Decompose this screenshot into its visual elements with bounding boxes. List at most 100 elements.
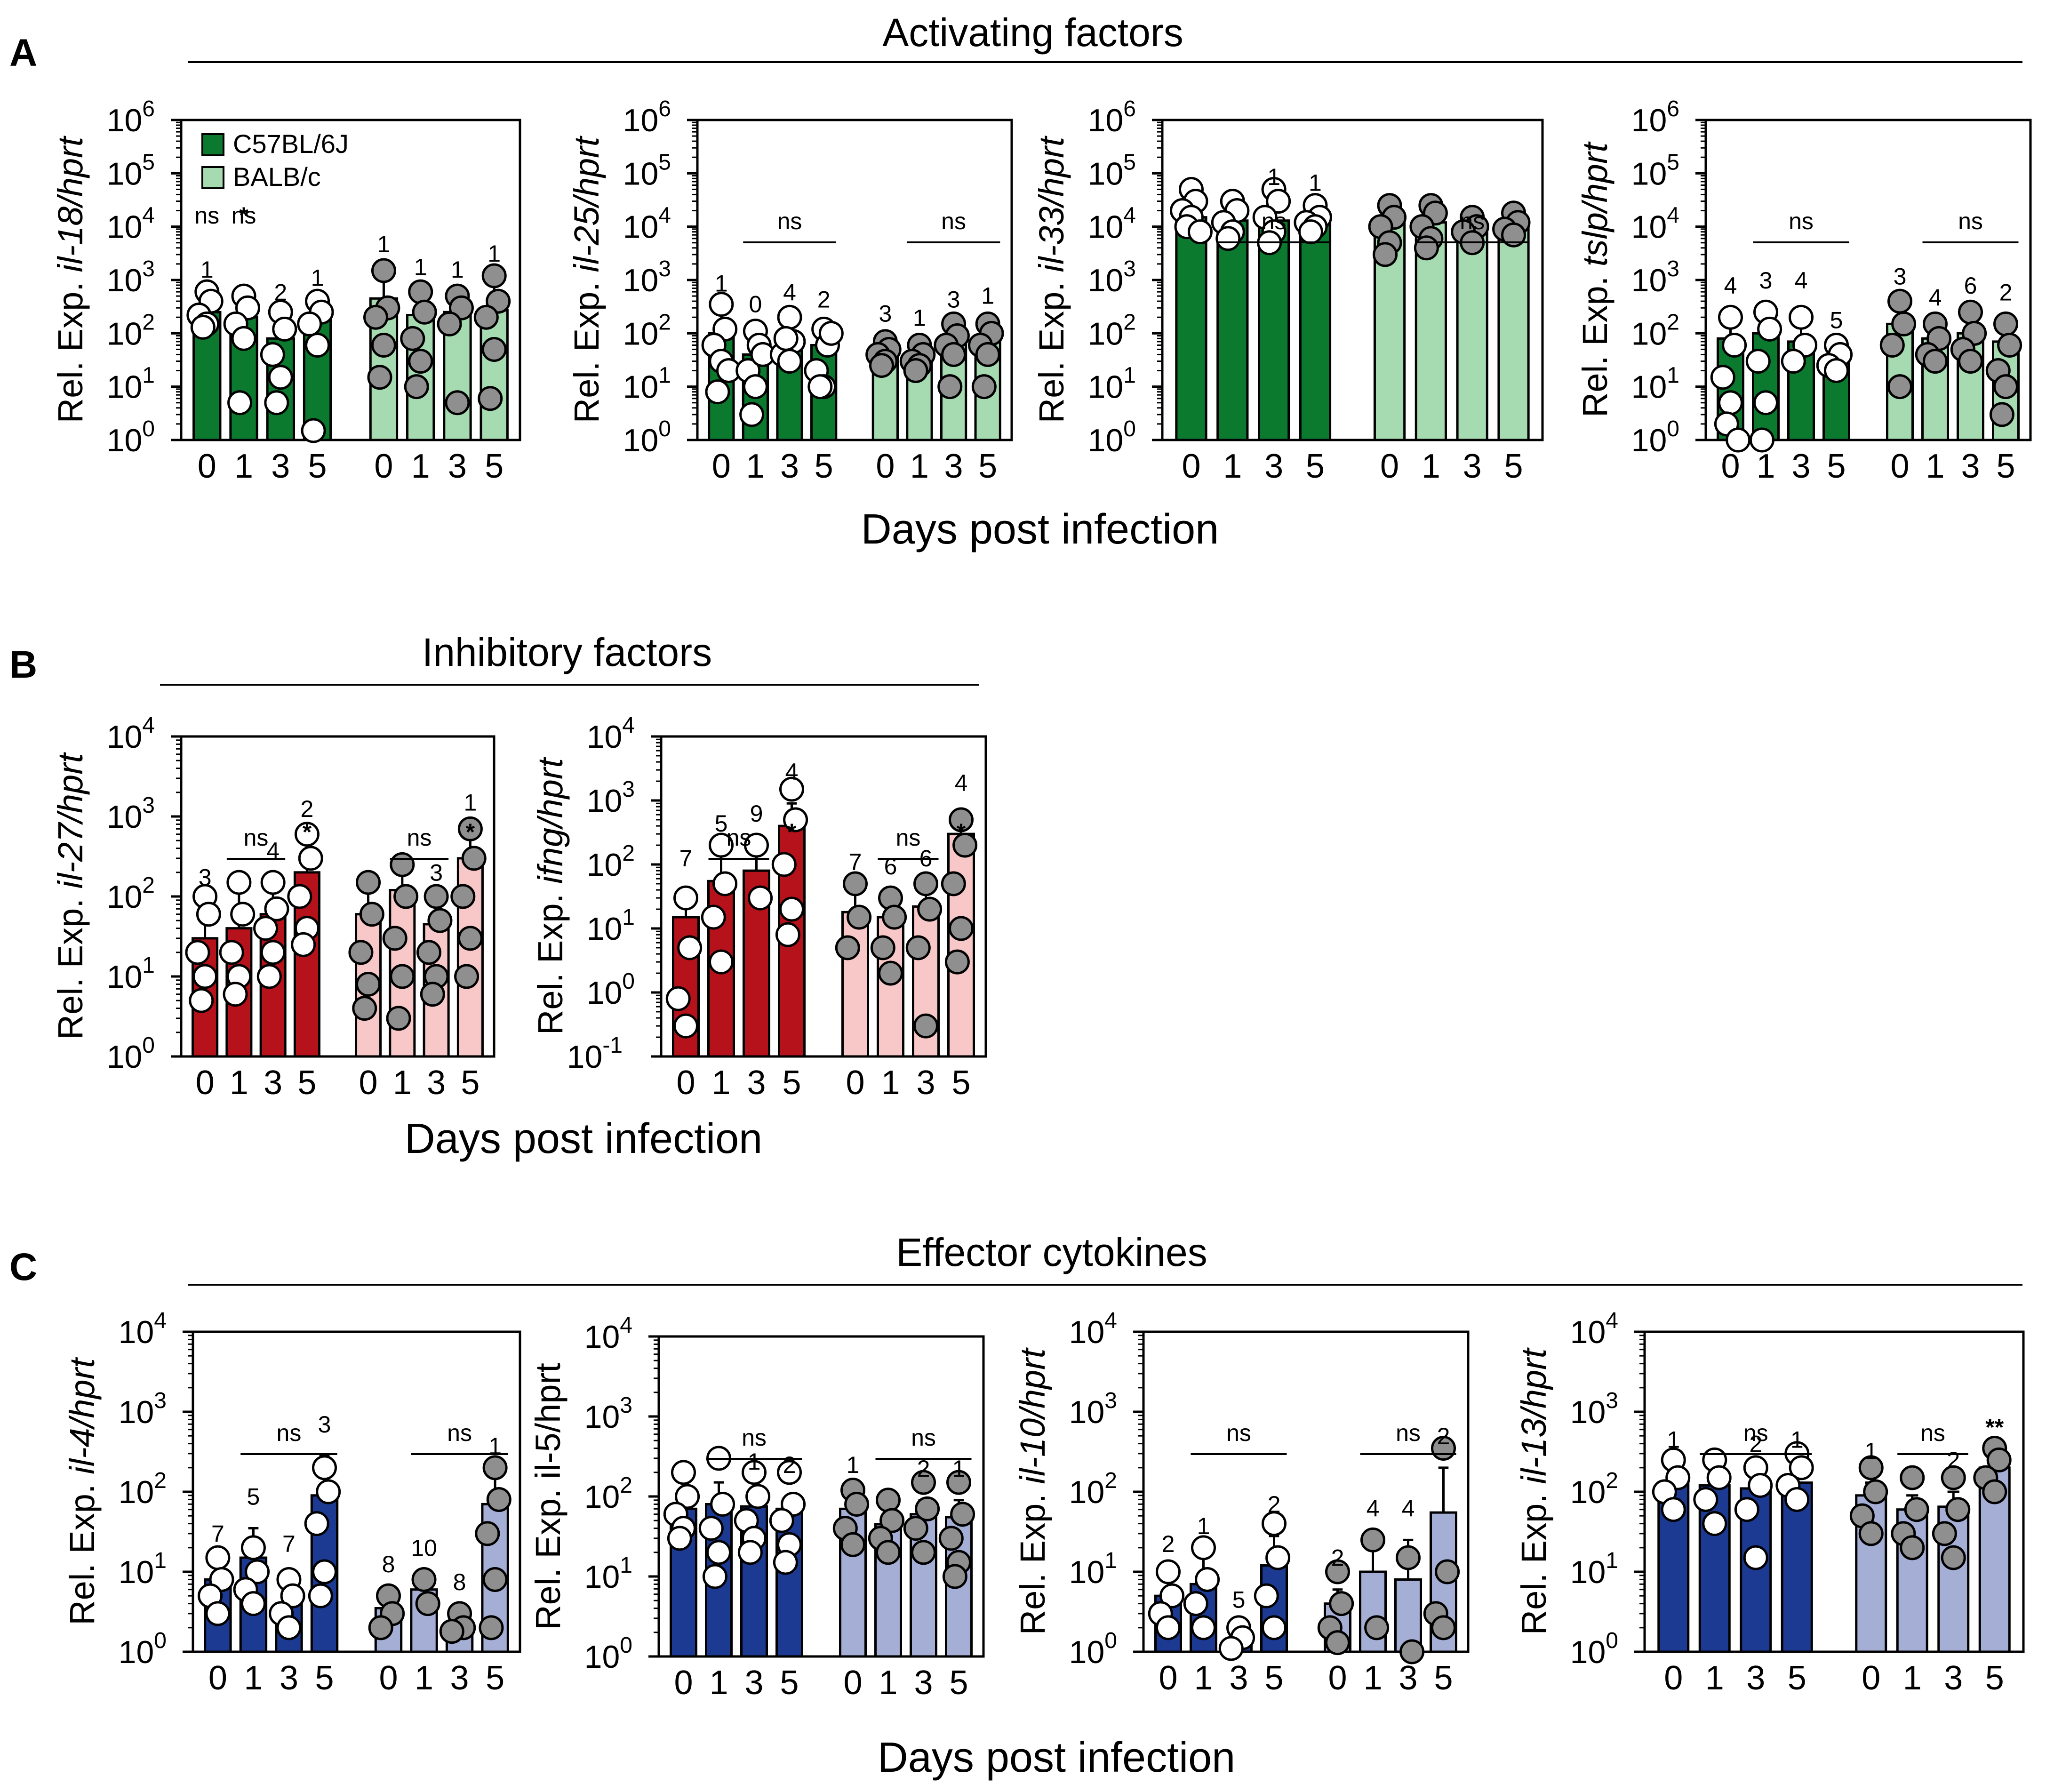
y-tick-label: 105 bbox=[107, 150, 155, 192]
y-tick-label: 102 bbox=[1570, 1468, 1618, 1510]
y-axis-label: Rel. Exp. il-18/hprt bbox=[51, 135, 90, 423]
x-tick-label: 5 bbox=[297, 1064, 316, 1102]
significance-label: * bbox=[466, 819, 475, 845]
x-tick-label: 5 bbox=[780, 1664, 799, 1702]
x-tick-label: 0 bbox=[1159, 1659, 1177, 1697]
data-point bbox=[1958, 299, 1983, 325]
sample-count-label: 2 bbox=[1437, 1423, 1450, 1449]
sample-count-label: 1 bbox=[488, 240, 501, 267]
data-point bbox=[949, 916, 974, 941]
x-tick-label: 3 bbox=[448, 448, 467, 485]
sample-count-label: 1 bbox=[200, 256, 214, 283]
data-point bbox=[482, 1455, 508, 1480]
y-tick-exponent: 2 bbox=[1104, 1468, 1117, 1493]
data-point bbox=[481, 336, 507, 362]
sample-count-label: 1 bbox=[311, 265, 324, 291]
data-point bbox=[1789, 1455, 1814, 1480]
y-tick-label: 100 bbox=[107, 416, 155, 458]
significance-label: ns bbox=[447, 1420, 472, 1446]
data-point bbox=[461, 846, 487, 871]
significance-label: * bbox=[239, 202, 248, 229]
data-point bbox=[878, 960, 903, 986]
y-tick-exponent: 2 bbox=[658, 310, 671, 335]
sample-count-label: 3 bbox=[879, 300, 892, 327]
y-tick-label: 102 bbox=[584, 1473, 632, 1515]
x-tick-label: 3 bbox=[744, 1664, 763, 1702]
y-tick-exponent: 0 bbox=[142, 416, 155, 441]
x-tick-label: 1 bbox=[230, 1064, 248, 1102]
sample-count-label: 1 bbox=[913, 304, 926, 331]
data-point bbox=[1932, 1521, 1957, 1546]
y-tick-label: 100 bbox=[587, 969, 635, 1011]
data-point bbox=[245, 1559, 270, 1584]
sample-count-label: 1 bbox=[488, 1433, 502, 1459]
data-point bbox=[415, 1591, 440, 1616]
data-point bbox=[371, 258, 396, 283]
y-tick-label: 101 bbox=[107, 363, 155, 405]
y-tick-label: 104 bbox=[1069, 1308, 1117, 1350]
y-tick-exponent: 3 bbox=[142, 793, 155, 818]
data-point bbox=[305, 332, 330, 358]
data-point bbox=[675, 1484, 700, 1509]
data-point bbox=[971, 374, 997, 400]
y-tick-exponent: 0 bbox=[1123, 416, 1136, 441]
data-point bbox=[950, 1502, 975, 1527]
y-tick-exponent: 4 bbox=[620, 1313, 632, 1338]
data-point bbox=[671, 1460, 696, 1485]
sample-count-label: 3 bbox=[947, 287, 960, 313]
data-point bbox=[777, 304, 802, 330]
data-point bbox=[276, 1615, 302, 1640]
data-point bbox=[938, 1526, 964, 1551]
sample-count-label: 1 bbox=[1790, 1427, 1804, 1453]
data-point bbox=[205, 1601, 231, 1626]
panel-letter-a: A bbox=[9, 32, 37, 74]
x-tick-label: 0 bbox=[196, 1064, 215, 1102]
x-tick-label: 1 bbox=[879, 1664, 897, 1702]
data-point bbox=[843, 871, 868, 896]
y-tick-label: 104 bbox=[1088, 203, 1136, 245]
y-tick-label: 100 bbox=[1069, 1628, 1117, 1670]
y-tick-exponent: 3 bbox=[1667, 256, 1679, 281]
data-point bbox=[903, 1516, 928, 1541]
legend-label: BALB/c bbox=[233, 162, 321, 192]
y-tick-label: 10-1 bbox=[567, 1033, 623, 1075]
data-point bbox=[1891, 311, 1917, 336]
x-tick-label: 3 bbox=[916, 1064, 935, 1102]
significance-label: * bbox=[787, 819, 797, 845]
y-tick-label: 103 bbox=[584, 1393, 632, 1435]
y-tick-exponent: 1 bbox=[1606, 1548, 1618, 1573]
y-tick-exponent: 2 bbox=[1606, 1468, 1618, 1493]
significance-label: ns bbox=[232, 202, 256, 229]
y-tick-exponent: 1 bbox=[622, 905, 635, 930]
x-tick-label: 1 bbox=[244, 1659, 263, 1697]
data-point bbox=[879, 1508, 905, 1533]
data-point bbox=[911, 1470, 936, 1495]
panel-letter-b: B bbox=[9, 643, 37, 686]
significance-label: ns bbox=[194, 202, 219, 229]
y-tick-exponent: 0 bbox=[142, 1033, 155, 1058]
sample-count-label: 1 bbox=[748, 1448, 761, 1475]
data-point bbox=[673, 885, 698, 911]
bar-balbc-day5 bbox=[947, 832, 975, 1058]
data-point bbox=[264, 896, 289, 921]
y-tick-label: 101 bbox=[1631, 363, 1679, 405]
y-tick-label: 102 bbox=[119, 1468, 167, 1510]
data-point bbox=[1156, 1559, 1181, 1584]
y-tick-exponent: -1 bbox=[602, 1033, 623, 1058]
sample-count-label: 5 bbox=[715, 810, 728, 837]
data-point bbox=[1706, 1465, 1732, 1490]
data-point bbox=[870, 935, 895, 960]
y-tick-label: 102 bbox=[623, 310, 671, 352]
bar-balbc-day3 bbox=[1456, 228, 1488, 441]
sample-count-label: 1 bbox=[1864, 1438, 1878, 1464]
data-point bbox=[352, 996, 377, 1021]
y-tick-exponent: 2 bbox=[620, 1473, 632, 1498]
x-tick-label: 3 bbox=[427, 1064, 446, 1102]
data-point bbox=[408, 349, 433, 374]
data-point bbox=[737, 1540, 763, 1565]
significance-label: ns bbox=[742, 1424, 767, 1451]
data-point bbox=[773, 326, 799, 351]
data-point bbox=[256, 964, 282, 989]
